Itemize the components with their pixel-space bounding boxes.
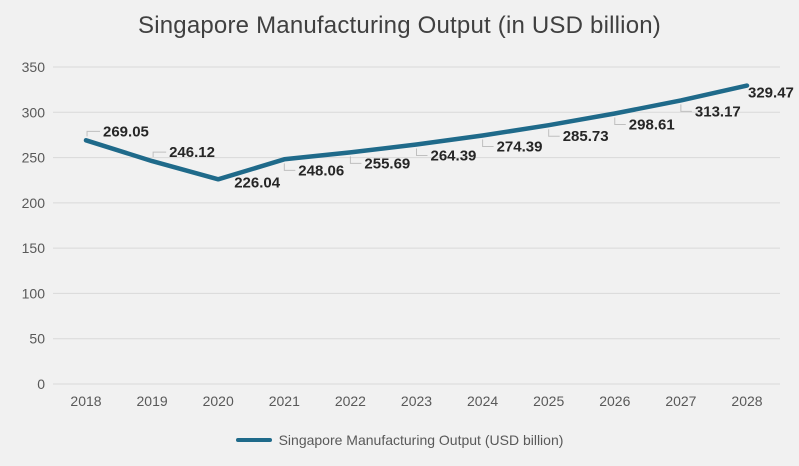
- label-leader-line: [614, 117, 626, 126]
- data-point-label: 274.39: [497, 139, 543, 156]
- data-point-label: 246.12: [169, 144, 215, 161]
- data-point-label: 329.47: [748, 85, 794, 102]
- label-leader-line: [548, 129, 560, 137]
- label-leader-line: [349, 156, 362, 164]
- legend-line-swatch: [235, 438, 272, 442]
- data-point-label: 313.17: [695, 103, 741, 120]
- data-point-label: 226.04: [234, 174, 281, 191]
- y-axis-tick-label: 300: [22, 104, 46, 120]
- x-axis-tick-label: 2018: [70, 393, 101, 409]
- y-axis-tick-label: 150: [22, 240, 46, 256]
- label-leader-line: [680, 104, 692, 112]
- x-axis-tick-label: 2025: [533, 393, 564, 409]
- x-axis-tick-label: 2023: [401, 393, 432, 409]
- x-axis-tick-label: 2026: [599, 393, 630, 409]
- label-leader-line: [482, 139, 494, 147]
- label-leader-line: [416, 148, 428, 157]
- y-axis-tick-label: 200: [22, 195, 46, 211]
- y-axis-tick-label: 0: [37, 376, 45, 392]
- data-point-label: 264.39: [431, 148, 477, 165]
- chart-legend: Singapore Manufacturing Output (USD bill…: [0, 432, 799, 448]
- y-axis-tick-label: 250: [22, 150, 46, 166]
- data-point-label: 255.69: [364, 155, 410, 172]
- data-point-label: 248.06: [298, 162, 344, 179]
- label-leader-line: [86, 130, 101, 137]
- x-axis-tick-label: 2019: [137, 393, 168, 409]
- label-leader-line: [152, 151, 167, 158]
- y-axis-tick-label: 350: [22, 59, 46, 75]
- data-point-label: 269.05: [103, 123, 149, 140]
- data-series-line: [83, 83, 750, 182]
- x-axis-tick-label: 2022: [335, 393, 366, 409]
- x-axis-tick-label: 2021: [269, 393, 300, 409]
- chart-title: Singapore Manufacturing Output (in USD b…: [138, 12, 661, 39]
- x-axis-tick-label: 2024: [467, 393, 498, 409]
- x-axis-tick-label: 2028: [731, 393, 762, 409]
- data-point-label: 285.73: [563, 128, 609, 145]
- x-axis-tick-label: 2027: [665, 393, 696, 409]
- label-leader-line: [283, 163, 296, 171]
- y-axis-tick-label: 50: [29, 331, 45, 347]
- data-point-label: 298.61: [629, 117, 675, 134]
- legend-label: Singapore Manufacturing Output (USD bill…: [278, 432, 564, 448]
- x-axis-tick-label: 2020: [203, 393, 234, 409]
- y-axis-tick-label: 100: [22, 285, 46, 301]
